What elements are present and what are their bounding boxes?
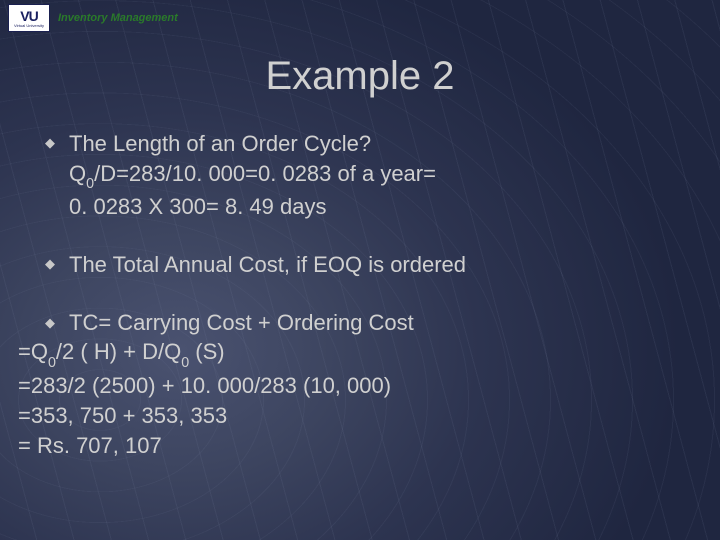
- b1-line2-post: /D=283/10. 000=0. 0283 of a year=: [94, 161, 436, 186]
- b1-line1: The Length of an Order Cycle?: [69, 131, 371, 156]
- bullet-text-2: The Total Annual Cost, if EOQ is ordered: [69, 250, 466, 280]
- b1-line3: 0. 0283 X 300= 8. 49 days: [69, 194, 326, 219]
- vu-logo: VU Virtual University: [8, 4, 50, 32]
- b3-line2-sub1: 0: [48, 355, 56, 371]
- logo-text-bottom: Virtual University: [14, 24, 44, 28]
- bullet-block-3: ◆ TC= Carrying Cost + Ordering Cost =Q0/…: [45, 308, 690, 460]
- b3-line2a: =Q: [18, 339, 48, 364]
- bullet-block-2: ◆ The Total Annual Cost, if EOQ is order…: [45, 250, 690, 280]
- bullet-text-1: The Length of an Order Cycle? Q0/D=283/1…: [69, 129, 436, 222]
- bullet-text-3: ◆ TC= Carrying Cost + Ordering Cost =Q0/…: [45, 308, 414, 460]
- b1-line2-sub: 0: [86, 176, 94, 192]
- header: VU Virtual University Inventory Manageme…: [0, 0, 720, 36]
- b3-line1: TC= Carrying Cost + Ordering Cost: [69, 308, 414, 338]
- bullet-icon: ◆: [45, 314, 55, 338]
- b2-line1: The Total Annual Cost, if EOQ is ordered: [69, 252, 466, 277]
- b1-line2-pre: Q: [69, 161, 86, 186]
- b3-line4: =353, 750 + 353, 353: [18, 403, 227, 428]
- bullet-icon: ◆: [45, 256, 55, 280]
- bullet-block-1: ◆ The Length of an Order Cycle? Q0/D=283…: [45, 129, 690, 222]
- slide-content: ◆ The Length of an Order Cycle? Q0/D=283…: [0, 129, 720, 460]
- b3-line2-sub2: 0: [181, 355, 189, 371]
- b3-line2c: (S): [189, 339, 224, 364]
- header-title: Inventory Management: [58, 12, 178, 24]
- b3-line2b: /2 ( H) + D/Q: [56, 339, 181, 364]
- b3-line3: =283/2 (2500) + 10. 000/283 (10, 000): [18, 373, 391, 398]
- b3-line5: = Rs. 707, 107: [18, 433, 162, 458]
- logo-text-top: VU: [20, 9, 37, 23]
- bullet-icon: ◆: [45, 135, 55, 222]
- slide-title: Example 2: [0, 54, 720, 99]
